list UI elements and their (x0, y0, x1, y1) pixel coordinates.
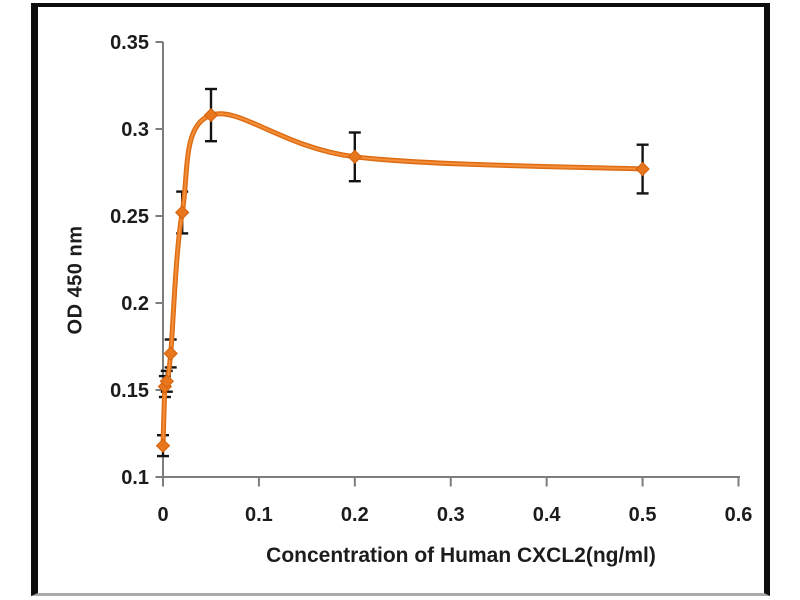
y-tick-label: 0.35 (110, 32, 149, 54)
y-tick-label: 0.2 (121, 293, 149, 315)
x-tick-label: 0.3 (437, 504, 465, 526)
x-tick-label: 0.5 (629, 504, 657, 526)
data-point-marker (155, 438, 171, 453)
series-curve (161, 112, 645, 448)
y-tick-label: 0.3 (121, 119, 149, 141)
data-point-marker (174, 205, 190, 220)
data-point-marker (203, 107, 219, 123)
x-tick-label: 0.6 (725, 504, 753, 526)
data-point-marker (635, 161, 650, 177)
y-axis-title: OD 450 nm (64, 225, 87, 335)
x-tick-label: 0.1 (245, 504, 273, 526)
data-point-marker (347, 149, 363, 165)
data-point-marker (159, 374, 175, 389)
series-curve (160, 111, 646, 449)
chart-frame (31, 3, 770, 596)
x-axis-title: Concentration of Human CXCL2(ng/ml) (266, 544, 656, 567)
data-point-marker (163, 346, 178, 361)
x-tick-label: 0.2 (341, 504, 369, 526)
y-tick-label: 0.25 (110, 206, 149, 228)
x-tick-label: 0.4 (533, 504, 562, 526)
series-curve-highlight (162, 113, 644, 447)
y-tick-label: 0.1 (121, 467, 149, 489)
y-tick-label: 0.15 (110, 380, 149, 402)
x-tick-label: 0 (157, 504, 168, 526)
